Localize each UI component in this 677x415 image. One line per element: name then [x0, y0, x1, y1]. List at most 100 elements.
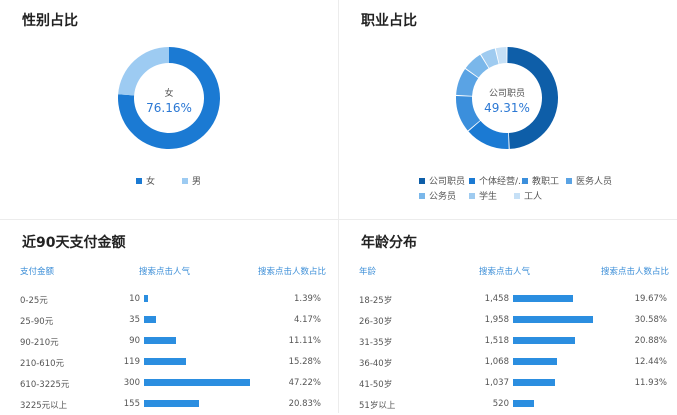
- pay-title: 近90天支付金额: [22, 235, 126, 251]
- age-row-label: 18-25岁: [359, 296, 393, 306]
- age-row-count: 520: [492, 399, 509, 409]
- age-table-row: 36-40岁 1,068 12.44%: [339, 353, 677, 373]
- job-legend-item: 公务员: [419, 189, 456, 202]
- age-panel: 年龄分布 年龄 搜索点击人气 搜索点击人数占比 18-25岁 1,458 19.67…: [339, 222, 677, 413]
- pay-row-label: 210-610元: [20, 359, 65, 369]
- age-row-pct: 12.44%: [634, 357, 667, 367]
- pay-row-count: 119: [123, 357, 140, 367]
- pay-col-count: 搜索点击人气: [139, 267, 191, 277]
- pay-row-pct: 1.39%: [293, 294, 321, 304]
- pay-row-pct: 15.28%: [288, 357, 321, 367]
- age-row-label: 36-40岁: [359, 359, 393, 369]
- pay-row-count: 10: [129, 294, 140, 304]
- job-slice-2: [456, 95, 481, 131]
- gender-center-label: 女 76.16%: [119, 86, 219, 115]
- vertical-divider: [338, 0, 339, 413]
- pay-row-count: 90: [129, 336, 140, 346]
- job-legend-label: 学生: [479, 192, 498, 202]
- pay-row-count: 155: [123, 399, 140, 409]
- job-slice-6: [495, 47, 507, 64]
- age-row-count: 1,958: [484, 315, 509, 325]
- job-legend-label: 公务员: [429, 192, 457, 202]
- pay-col-pct: 搜索点击人数占比: [258, 267, 327, 277]
- job-legend-item: 医务人员: [566, 174, 612, 187]
- gender-legend-swatch: [136, 177, 142, 184]
- pay-row-bar: [144, 337, 176, 344]
- gender-legend-item: 男: [182, 174, 201, 187]
- job-center-value: 49.31%: [484, 101, 530, 115]
- job-legend-swatch: [419, 192, 425, 199]
- age-table-row: 18-25岁 1,458 19.67%: [339, 290, 677, 310]
- gender-legend-swatch: [182, 177, 188, 184]
- job-title: 职业占比: [361, 13, 417, 29]
- age-col-count: 搜索点击人气: [479, 267, 531, 277]
- job-legend-swatch: [469, 177, 475, 184]
- pay-row-pct: 4.17%: [293, 315, 321, 325]
- age-table-row: 31-35岁 1,518 20.88%: [339, 332, 677, 352]
- age-row-pct: 19.67%: [634, 294, 667, 304]
- job-legend-label: 公司职员: [429, 177, 466, 187]
- gender-center-value: 76.16%: [146, 101, 192, 115]
- gender-slice-1: [118, 47, 169, 96]
- age-row-bar: [513, 316, 593, 323]
- pay-row-pct: 47.22%: [288, 378, 321, 388]
- pay-row-label: 610-3225元: [20, 380, 70, 390]
- age-row-count: 1,518: [484, 336, 509, 346]
- pay-row-label: 3225元以上: [20, 401, 68, 411]
- job-legend-swatch: [419, 177, 425, 184]
- job-slice-4: [465, 54, 489, 78]
- age-row-pct: 20.88%: [634, 336, 667, 346]
- job-donut-chart: [456, 47, 558, 149]
- job-legend-item: 教职工: [522, 174, 559, 187]
- age-row-bar: [513, 358, 557, 365]
- gender-legend-label: 男: [192, 177, 202, 187]
- age-table-row: 51岁以上 520: [339, 395, 677, 415]
- job-legend-swatch: [522, 177, 528, 184]
- pay-row-label: 0-25元: [20, 296, 48, 306]
- job-slice-0: [507, 47, 558, 149]
- pay-table-row: 25-90元 35 4.17%: [0, 311, 338, 331]
- pay-row-label: 25-90元: [20, 317, 54, 327]
- pay-table-row: 90-210元 90 11.11%: [0, 332, 338, 352]
- job-center-category: 公司职员: [488, 89, 525, 99]
- pay-row-count: 300: [123, 378, 140, 388]
- pay-table-row: 0-25元 10 1.39%: [0, 290, 338, 310]
- age-row-bar: [513, 295, 573, 302]
- pay-table-row: 210-610元 119 15.28%: [0, 353, 338, 373]
- age-table-row: 41-50岁 1,037 11.93%: [339, 374, 677, 394]
- age-row-pct: 30.58%: [634, 315, 667, 325]
- job-legend-item: 学生: [469, 189, 497, 202]
- pay-row-pct: 11.11%: [288, 336, 321, 346]
- job-legend-label: 工人: [524, 192, 543, 202]
- age-row-bar: [513, 400, 535, 407]
- age-title: 年龄分布: [361, 235, 417, 251]
- job-legend-label: 教职工: [532, 177, 560, 187]
- pay-row-bar: [144, 400, 199, 407]
- pay-row-bar: [144, 379, 250, 386]
- job-legend-label: 医务人员: [576, 177, 613, 187]
- job-legend-swatch: [514, 192, 520, 199]
- pay-row-bar: [144, 358, 187, 365]
- pay-row-pct: 20.83%: [288, 399, 321, 409]
- gender-donut-chart: [117, 47, 220, 149]
- age-row-label: 26-30岁: [359, 317, 393, 327]
- job-legend-label: 个体经营/...: [479, 177, 527, 187]
- gender-legend-item: 女: [136, 174, 155, 187]
- pay-row-label: 90-210元: [20, 338, 59, 348]
- job-legend-item: 公司职员: [419, 174, 465, 187]
- pay-row-count: 35: [129, 315, 140, 325]
- age-row-label: 31-35岁: [359, 338, 393, 348]
- horizontal-divider: [0, 219, 677, 220]
- job-legend-item: 工人: [514, 189, 542, 202]
- job-slice-1: [468, 120, 509, 149]
- pay-table-row: 610-3225元 300 47.22%: [0, 374, 338, 394]
- age-row-count: 1,037: [484, 378, 509, 388]
- job-legend-swatch: [469, 192, 475, 199]
- age-row-count: 1,458: [484, 294, 509, 304]
- pay-row-bar: [144, 316, 157, 323]
- job-legend-swatch: [566, 177, 572, 184]
- gender-legend-label: 女: [146, 177, 156, 187]
- pay-row-bar: [144, 295, 148, 302]
- age-row-pct: 11.93%: [634, 378, 667, 388]
- gender-center-category: 女: [164, 89, 174, 99]
